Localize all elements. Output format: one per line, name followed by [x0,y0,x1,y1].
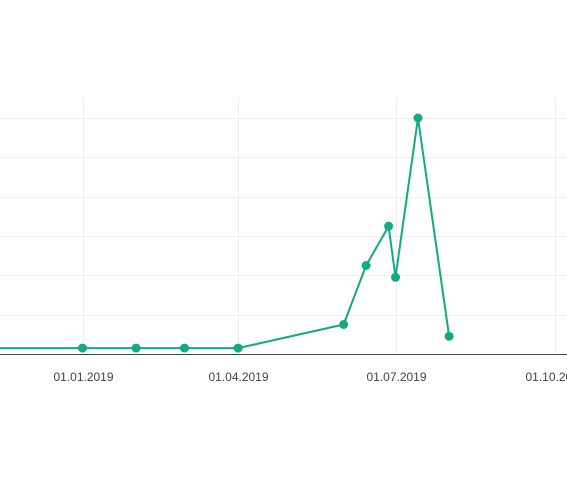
series-layer [0,113,454,353]
x-tick-labels: 01.01.2019 01.04.2019 01.07.2019 01.10.2019 [53,370,567,384]
data-point[interactable] [180,343,189,353]
data-point[interactable] [233,343,243,353]
data-point[interactable] [361,261,371,270]
data-point[interactable] [339,320,349,329]
x-tick-label: 01.10.2019 [525,370,567,384]
x-tick-label: 01.01.2019 [53,370,113,384]
data-point[interactable] [131,343,141,353]
data-point[interactable] [391,272,400,282]
data-point[interactable] [413,113,423,123]
data-point[interactable] [78,343,87,353]
data-point[interactable] [444,331,454,341]
x-tick-label: 01.04.2019 [208,370,268,384]
x-tick-label: 01.07.2019 [366,370,426,384]
data-point[interactable] [384,221,394,231]
grid [0,98,567,354]
series-line-1 [0,117,451,350]
